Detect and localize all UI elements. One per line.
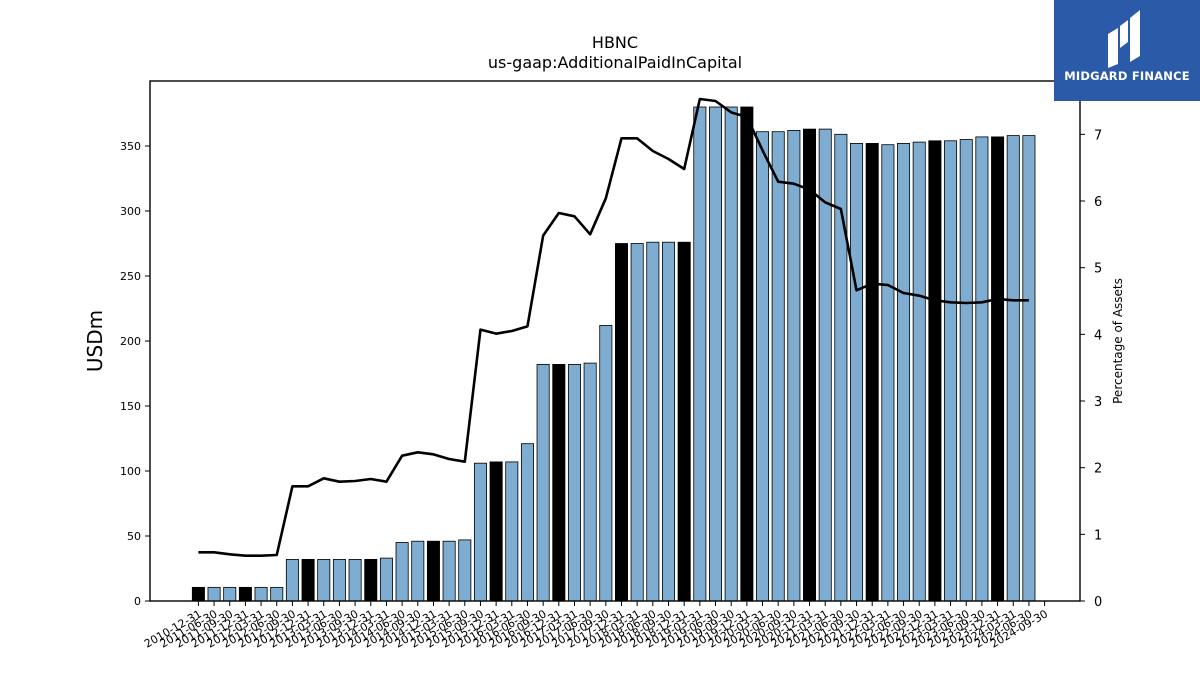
y-tick-label: 100 [120,465,141,478]
bar [614,243,628,602]
bar [536,363,550,602]
bar [254,586,268,602]
bar [332,559,346,602]
bar [944,140,958,602]
y-tick-label: 50 [127,530,141,543]
bar [505,461,519,602]
bar [442,540,456,602]
bar [897,142,911,602]
y-tick-label: 0 [134,595,141,608]
bar [662,241,676,602]
bar [881,144,895,602]
bar [724,106,738,602]
bar [912,141,926,602]
bar [238,586,252,602]
bar [301,559,315,602]
bar [348,559,362,602]
y-tick-label: 250 [120,270,141,283]
bar [646,241,660,602]
bar [379,557,393,602]
bar [191,586,205,602]
y-axis-right: 0 1 2 3 4 5 6 7 [1080,128,1102,610]
bar [771,131,785,602]
bar [285,559,299,602]
chart-subtitle: us-gaap:AdditionalPaidInCapital [488,53,742,72]
bar [865,142,879,602]
y-axis-left: 0 50 100 150 200 250 300 350 [120,140,150,608]
bar [552,363,566,602]
bar [1006,135,1020,602]
bar [787,129,801,602]
bar [583,362,597,602]
brand-logo: MIDGARD FINANCE [1054,0,1200,101]
bar [364,559,378,602]
y2-tick-label: 7 [1094,128,1102,143]
bar [489,461,503,602]
bar [850,142,864,602]
bar [599,324,613,602]
bar [395,542,409,602]
bar [991,136,1005,602]
bar [928,140,942,602]
logo-mark-icon [1108,10,1140,68]
bar [975,136,989,602]
y2-tick-label: 2 [1094,462,1102,477]
bar [458,539,472,602]
x-axis: 2010-12-312011-06-302011-09-302011-12-31… [142,601,1050,651]
y2-tick-label: 1 [1094,528,1102,543]
bar [834,133,848,602]
bar [520,443,534,602]
bar [317,559,331,602]
bar [1022,135,1036,602]
logo-text: MIDGARD FINANCE [1064,69,1190,83]
y2-axis-label: Percentage of Assets [1111,278,1125,404]
bar [207,586,221,602]
y2-tick-label: 5 [1094,262,1102,277]
bar [411,540,425,602]
bar [426,540,440,602]
bar [740,106,754,602]
y2-tick-label: 4 [1094,328,1102,343]
y2-tick-label: 0 [1094,595,1102,610]
bar [756,131,770,602]
bar [223,586,237,602]
y-tick-label: 150 [120,400,141,413]
bars-group [191,106,1036,602]
series-line [198,97,1029,557]
bar [473,462,487,602]
bar [630,243,644,602]
y-tick-label: 350 [120,140,141,153]
y2-tick-label: 6 [1094,195,1102,210]
bar [693,106,707,602]
bar [567,363,581,602]
y-tick-label: 200 [120,335,141,348]
bar [709,106,723,602]
y-axis-label: USDm [83,310,107,372]
chart-title: HBNC [592,33,638,52]
bar [959,139,973,602]
line-group [198,97,1029,557]
bar [677,241,691,602]
bar [270,586,284,602]
y-tick-label: 300 [120,205,141,218]
y2-tick-label: 3 [1094,395,1102,410]
bar [803,128,817,602]
